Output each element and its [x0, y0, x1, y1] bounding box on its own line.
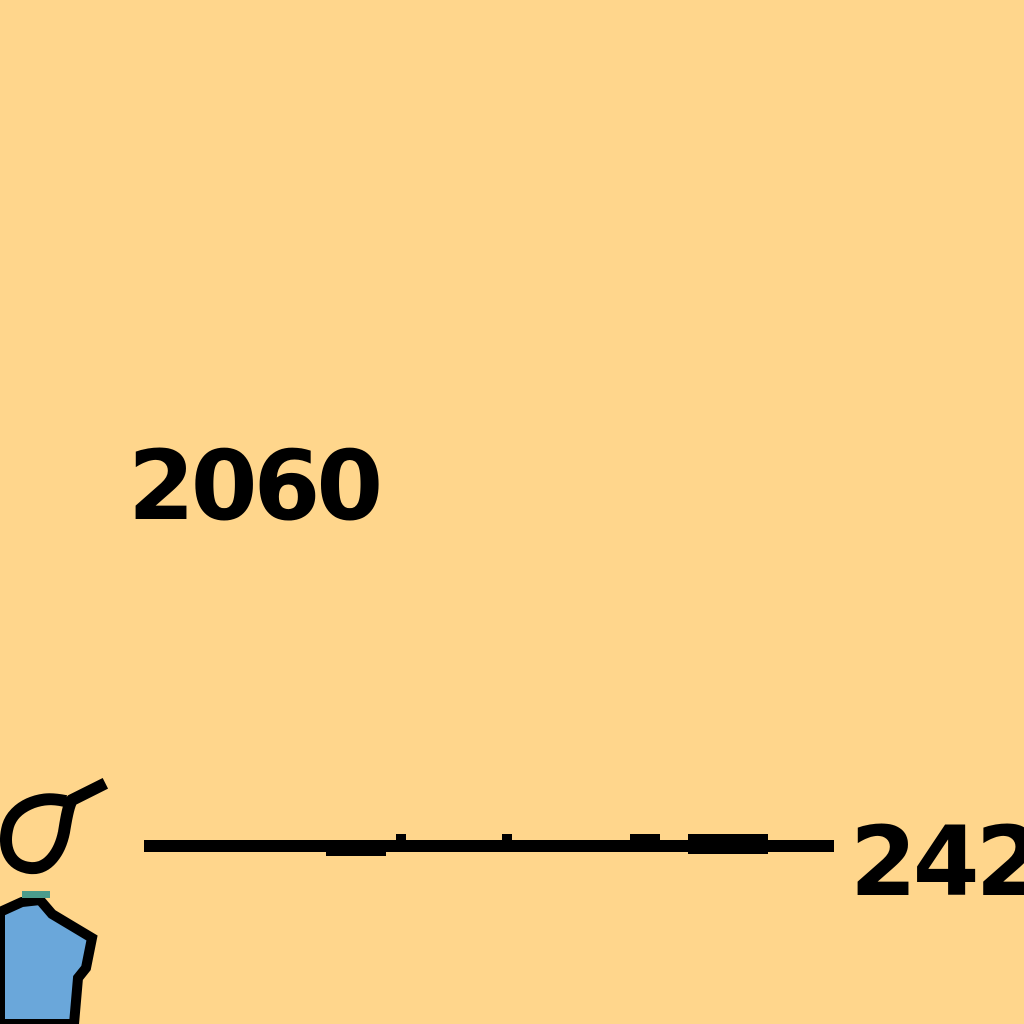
shoreline-accent	[22, 891, 50, 898]
lake-water	[0, 894, 98, 1024]
scale-value-label: 242	[850, 806, 1024, 918]
sigma-symbol-icon	[0, 777, 109, 875]
elevation-label: 2060	[128, 430, 383, 542]
scale-bar	[144, 834, 834, 856]
